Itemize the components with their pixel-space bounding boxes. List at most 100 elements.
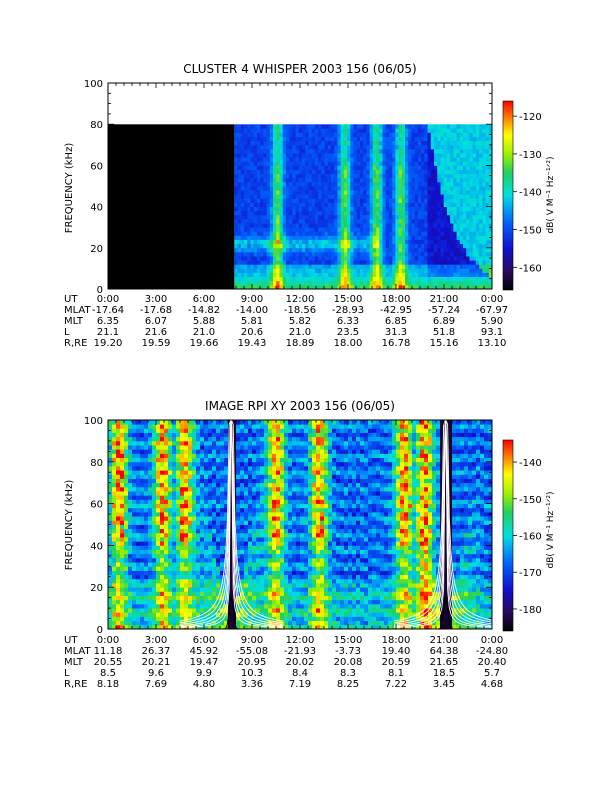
- ephemeris-value: 93.1: [481, 327, 503, 338]
- heatmap-cell: [443, 128, 448, 133]
- y-axis-label: FREQUENCY (kHz): [64, 480, 75, 571]
- heatmap-cell: [308, 280, 313, 286]
- heatmap-cell: [469, 194, 474, 199]
- heatmap-cell: [250, 272, 255, 278]
- heatmap-cell: [250, 157, 255, 162]
- heatmap-cell: [172, 445, 177, 450]
- heatmap-cell: [212, 620, 217, 626]
- heatmap-cell: [337, 280, 342, 286]
- heatmap-cell: [353, 223, 358, 228]
- heatmap-cell: [204, 587, 209, 592]
- heatmap-cell: [430, 198, 435, 203]
- heatmap-cell: [453, 128, 457, 133]
- heatmap-cell: [292, 173, 296, 179]
- heatmap-cell: [434, 264, 438, 269]
- heatmap-cell: [282, 153, 287, 158]
- heatmap-cell: [160, 453, 165, 459]
- heatmap-cell: [353, 280, 358, 286]
- heatmap-cell: [334, 239, 338, 245]
- heatmap-cell: [392, 239, 396, 245]
- heatmap-cell: [136, 507, 141, 513]
- heatmap-cell: [388, 243, 393, 249]
- heatmap-cell: [176, 587, 181, 592]
- heatmap-cell: [385, 165, 390, 170]
- heatmap-cell: [440, 239, 445, 245]
- ephemeris-value: 23.5: [337, 327, 359, 338]
- heatmap-cell: [212, 499, 217, 504]
- heatmap-cell: [482, 260, 486, 265]
- heatmap-cell: [324, 256, 329, 261]
- heatmap-cell: [220, 474, 225, 479]
- heatmap-cell: [369, 128, 374, 133]
- heatmap-cell: [369, 124, 374, 129]
- heatmap-cell: [411, 165, 416, 170]
- heatmap-cell: [437, 124, 441, 129]
- heatmap-cell: [485, 268, 490, 273]
- heatmap-cell: [305, 272, 309, 278]
- heatmap-cell: [353, 260, 358, 265]
- heatmap-cell: [340, 140, 345, 146]
- heatmap-cell: [379, 206, 383, 212]
- heatmap-cell: [200, 511, 205, 517]
- heatmap-cell: [434, 177, 438, 183]
- heatmap-cell: [132, 541, 137, 546]
- heatmap-cell: [472, 210, 477, 216]
- heatmap-cell: [160, 566, 165, 571]
- heatmap-cell: [318, 128, 322, 133]
- heatmap-cell: [164, 491, 169, 496]
- heatmap-cell: [392, 272, 396, 278]
- ephemeris-value: 0:00: [481, 294, 503, 305]
- heatmap-cell: [120, 520, 125, 525]
- heatmap-cell: [148, 495, 153, 500]
- heatmap-cell: [337, 264, 342, 269]
- heatmap-cell: [463, 148, 467, 154]
- heatmap-cell: [188, 503, 193, 509]
- heatmap-cell: [200, 507, 205, 513]
- heatmap-cell: [427, 173, 432, 179]
- heatmap-cell: [314, 218, 319, 224]
- heatmap-cell: [295, 284, 300, 290]
- heatmap-cell: [164, 420, 169, 425]
- heatmap-cell: [136, 503, 141, 509]
- heatmap-cell: [305, 268, 309, 273]
- heatmap-cell: [466, 214, 470, 220]
- heatmap-cell: [411, 235, 416, 240]
- heatmap-cell: [485, 206, 490, 212]
- heatmap-cell: [427, 227, 432, 232]
- heatmap-cell: [376, 251, 380, 257]
- heatmap-cell: [437, 153, 441, 158]
- heatmap-cell: [385, 251, 390, 257]
- heatmap-cell: [443, 186, 448, 191]
- heatmap-cell: [192, 545, 197, 550]
- heatmap-cell: [466, 124, 470, 129]
- heatmap-cell: [132, 624, 137, 630]
- heatmap-cell: [244, 218, 248, 224]
- heatmap-cell: [196, 624, 201, 630]
- heatmap-cell: [321, 256, 325, 261]
- heatmap-cell: [188, 574, 193, 580]
- heatmap-cell: [276, 268, 280, 273]
- heatmap-cell: [372, 268, 377, 273]
- heatmap-cell: [116, 499, 121, 504]
- heatmap-cell: [168, 507, 173, 513]
- heatmap-cell: [324, 132, 329, 137]
- heatmap-cell: [408, 132, 412, 137]
- heatmap-cell: [366, 272, 371, 278]
- heatmap-cell: [208, 499, 213, 504]
- heatmap-cell: [266, 239, 271, 245]
- heatmap-cell: [276, 202, 280, 207]
- heatmap-cell: [260, 157, 264, 162]
- heatmap-cell: [140, 599, 145, 605]
- heatmap-cell: [324, 247, 329, 253]
- heatmap-cell: [363, 272, 367, 278]
- heatmap-cell: [276, 132, 280, 137]
- heatmap-cell: [475, 169, 480, 175]
- heatmap-cell: [108, 465, 113, 471]
- heatmap-cell: [116, 440, 121, 446]
- heatmap-cell: [376, 132, 380, 137]
- spectrogram: [108, 83, 493, 290]
- heatmap-cell: [224, 445, 229, 450]
- heatmap-cell: [343, 181, 348, 187]
- heatmap-cell: [324, 264, 329, 269]
- heatmap-cell: [260, 186, 264, 191]
